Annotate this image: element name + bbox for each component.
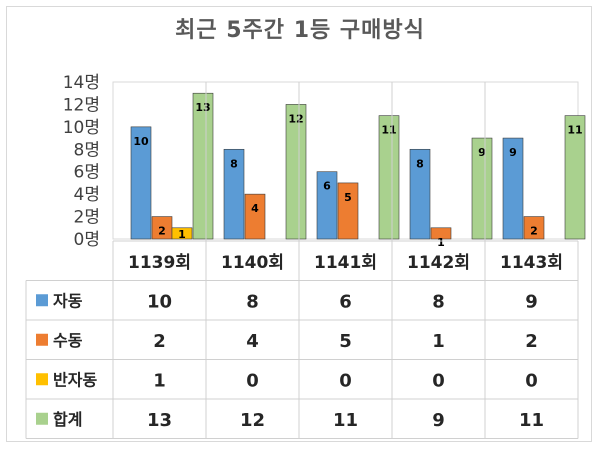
table-cell-value: 0 (432, 370, 445, 391)
data-label: 8 (230, 157, 238, 170)
bar (409, 148, 431, 240)
table-cell-value: 12 (240, 410, 265, 431)
table-cell-value: 0 (525, 370, 538, 391)
table-cell-value: 9 (525, 291, 538, 312)
data-label: 11 (567, 124, 582, 137)
y-tick-label: 12명 (63, 95, 100, 115)
bar (223, 148, 245, 240)
legend-label: 합계 (53, 410, 82, 429)
category-label: 1140회 (221, 253, 284, 273)
data-label: 2 (158, 225, 166, 238)
table-cell-value: 0 (339, 370, 352, 391)
data-label: 10 (133, 135, 149, 148)
data-label: 2 (530, 225, 538, 238)
y-tick-label: 8명 (74, 140, 100, 160)
bar (523, 216, 545, 240)
data-label: 5 (344, 191, 352, 204)
y-tick-label: 10명 (63, 118, 100, 138)
bar (171, 227, 193, 240)
legend-swatch (36, 294, 48, 307)
bar (316, 171, 338, 240)
data-label: 9 (478, 146, 486, 159)
table-cell-value: 0 (246, 370, 259, 391)
legend-swatch (36, 333, 48, 346)
bar (337, 182, 359, 240)
data-label: 9 (509, 146, 517, 159)
table-cell-value: 1 (153, 370, 166, 391)
table-cell-value: 2 (525, 331, 538, 352)
table-cell-value: 8 (432, 291, 445, 312)
y-tick-label: 2명 (74, 208, 100, 228)
bar (378, 115, 400, 240)
table-cell-value: 13 (147, 410, 172, 431)
bar (564, 115, 586, 240)
bar (502, 137, 524, 240)
table-cell-value: 11 (333, 410, 358, 431)
table-cell-value: 4 (246, 331, 259, 352)
table-cell-value: 11 (519, 410, 544, 431)
data-label: 12 (288, 112, 303, 125)
legend-swatch (36, 412, 48, 425)
data-label: 1 (437, 236, 445, 249)
data-label: 11 (381, 124, 396, 137)
table-cell-value: 8 (246, 291, 259, 312)
bar (285, 104, 307, 240)
data-label: 4 (251, 202, 259, 215)
data-label: 13 (195, 101, 210, 114)
category-label: 1143회 (500, 253, 563, 273)
bar (471, 137, 493, 240)
bar (130, 126, 152, 240)
table-cell-value: 6 (339, 291, 352, 312)
legend-label: 자동 (53, 291, 83, 310)
bar (192, 92, 214, 240)
legend-label: 반자동 (53, 370, 97, 389)
table-cell-value: 9 (432, 410, 445, 431)
chart-frame (6, 6, 592, 442)
category-label: 1139회 (128, 253, 191, 273)
legend-swatch (36, 373, 48, 386)
bar (430, 227, 452, 240)
data-label: 1 (178, 228, 186, 241)
table-cell-value: 2 (153, 331, 166, 352)
y-tick-label: 4명 (74, 185, 100, 205)
y-tick-label: 0명 (74, 230, 100, 250)
data-label: 8 (416, 157, 424, 170)
category-label: 1142회 (407, 253, 470, 273)
y-tick-label: 14명 (63, 73, 100, 93)
table-cell-value: 5 (339, 331, 352, 352)
table-cell-value: 10 (147, 291, 172, 312)
data-label: 6 (323, 180, 331, 193)
category-label: 1141회 (314, 253, 377, 273)
bar (244, 193, 266, 240)
y-tick-label: 6명 (74, 163, 100, 183)
table-cell-value: 1 (432, 331, 445, 352)
legend-label: 수동 (53, 331, 83, 350)
chart-title: 최근 5주간 1등 구매방식 (175, 18, 425, 43)
